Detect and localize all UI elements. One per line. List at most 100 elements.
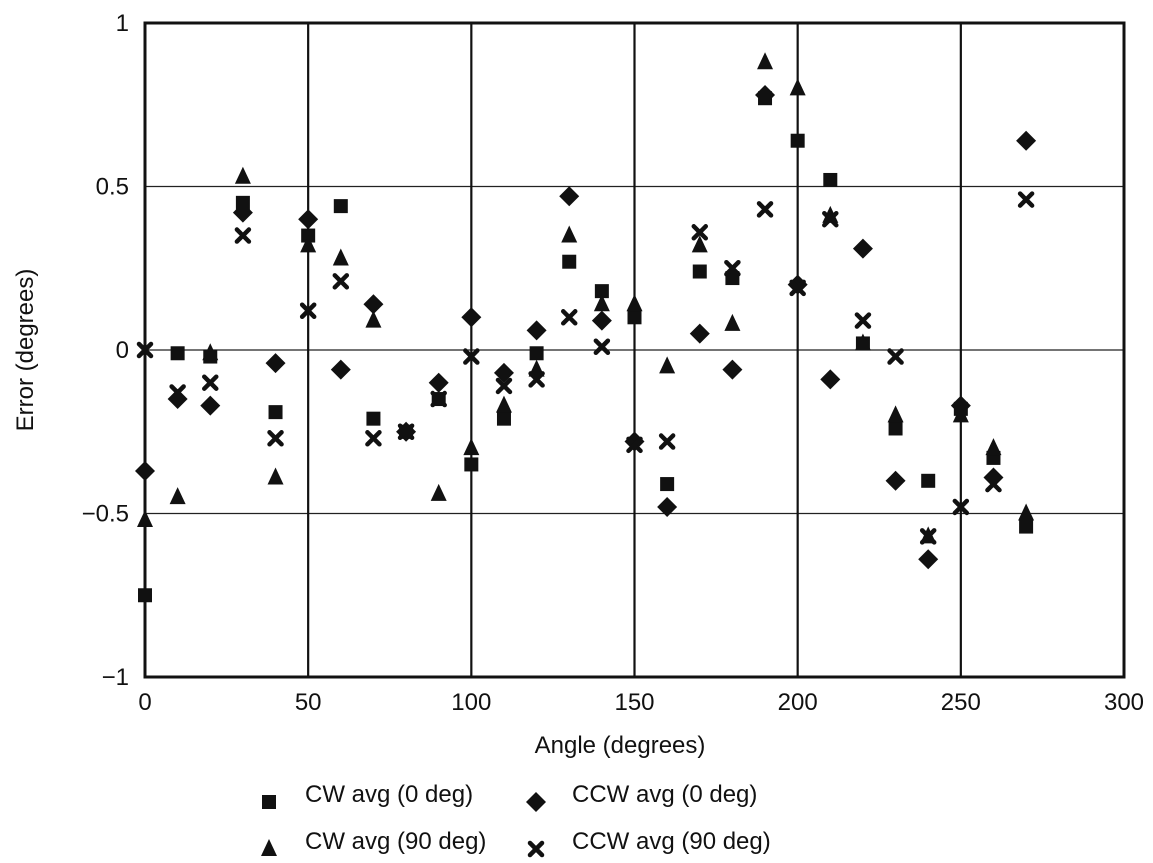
x-tick-label: 150 bbox=[614, 689, 654, 716]
data-point-triangle bbox=[169, 487, 186, 505]
data-point-diamond bbox=[624, 431, 645, 452]
x-tick-label: 100 bbox=[451, 689, 491, 716]
legend-item: CCW avg (0 deg) bbox=[526, 781, 757, 812]
legend-label: CCW avg (0 deg) bbox=[572, 781, 757, 808]
data-point-diamond bbox=[330, 359, 351, 380]
data-point-square bbox=[921, 473, 936, 488]
data-point-x bbox=[985, 475, 1002, 493]
data-point-square bbox=[627, 310, 642, 325]
data-point-x bbox=[202, 374, 219, 391]
y-tick-label: −1 bbox=[102, 664, 129, 691]
legend-marker-triangle bbox=[261, 839, 277, 856]
data-point-diamond bbox=[559, 186, 580, 207]
y-tick-label: 0.5 bbox=[96, 174, 129, 201]
data-point-triangle bbox=[952, 405, 969, 423]
data-point-x bbox=[822, 210, 839, 228]
data-point-x bbox=[397, 423, 415, 440]
data-point-triangle bbox=[724, 313, 741, 331]
data-point-x bbox=[560, 309, 578, 326]
data-point-diamond bbox=[1016, 130, 1037, 151]
data-point-diamond bbox=[689, 323, 710, 344]
data-point-square bbox=[594, 284, 609, 299]
data-point-triangle bbox=[822, 205, 839, 223]
data-point-x bbox=[332, 273, 350, 290]
data-point-triangle bbox=[626, 294, 643, 312]
data-point-triangle bbox=[234, 166, 251, 184]
data-markers bbox=[135, 52, 1037, 603]
data-point-diamond bbox=[428, 372, 449, 393]
data-point-triangle bbox=[1018, 503, 1035, 521]
legend-item: CW avg (90 deg) bbox=[261, 828, 486, 856]
data-point-square bbox=[268, 405, 283, 420]
legend: CW avg (0 deg) CCW avg (0 deg) CW avg (90 … bbox=[261, 781, 771, 858]
data-point-x bbox=[495, 377, 513, 395]
series-triangle bbox=[137, 52, 1035, 544]
legend-label: CW avg (0 deg) bbox=[305, 781, 473, 808]
data-point-triangle bbox=[463, 438, 480, 456]
tick-labels: 0 50 100 150 200 250 300 −1 −0.5 0 0.5 1 bbox=[82, 10, 1144, 716]
data-point-x bbox=[789, 279, 806, 297]
data-point-triangle bbox=[691, 235, 708, 253]
data-point-triangle bbox=[137, 510, 153, 528]
data-point-triangle bbox=[985, 438, 1002, 456]
x-axis-title: Angle (degrees) bbox=[535, 732, 706, 759]
data-point-diamond bbox=[983, 467, 1004, 488]
data-point-x bbox=[691, 224, 709, 241]
data-point-diamond bbox=[265, 353, 286, 374]
data-point-diamond bbox=[657, 496, 678, 517]
data-point-triangle bbox=[495, 395, 512, 413]
data-point-square bbox=[366, 411, 381, 426]
data-point-triangle bbox=[789, 78, 806, 96]
series-square bbox=[138, 91, 1034, 603]
data-point-diamond bbox=[885, 470, 906, 491]
data-point-diamond bbox=[135, 460, 155, 481]
legend-marker-diamond bbox=[526, 792, 546, 812]
data-point-x bbox=[169, 384, 186, 401]
data-point-triangle bbox=[659, 356, 676, 374]
y-axis-title: Error (degrees) bbox=[12, 269, 39, 432]
legend-item: CCW avg (90 deg) bbox=[527, 828, 771, 858]
data-point-triangle bbox=[593, 294, 610, 312]
data-point-triangle bbox=[561, 225, 578, 243]
grid-layer bbox=[145, 23, 1124, 677]
data-point-diamond bbox=[918, 549, 939, 570]
legend-item: CW avg (0 deg) bbox=[262, 781, 473, 809]
legend-label: CW avg (90 deg) bbox=[305, 828, 486, 855]
data-point-square bbox=[692, 264, 707, 279]
data-point-x bbox=[136, 341, 154, 359]
data-point-x bbox=[626, 436, 643, 454]
data-point-diamond bbox=[820, 369, 841, 390]
x-tick-label: 0 bbox=[138, 689, 151, 716]
data-point-triangle bbox=[757, 52, 774, 70]
data-point-x bbox=[593, 338, 611, 355]
data-point-square bbox=[464, 457, 479, 472]
data-point-x bbox=[854, 312, 872, 329]
data-point-triangle bbox=[365, 310, 382, 328]
data-point-square bbox=[496, 411, 511, 426]
data-point-square bbox=[138, 588, 152, 603]
data-point-diamond bbox=[232, 202, 253, 223]
data-point-x bbox=[463, 348, 480, 365]
data-point-x bbox=[1017, 191, 1035, 208]
data-point-x bbox=[756, 201, 774, 218]
data-point-square bbox=[1019, 519, 1034, 534]
y-tick-label: 0 bbox=[116, 337, 129, 364]
data-point-x bbox=[724, 260, 741, 277]
data-point-x bbox=[430, 390, 447, 408]
data-point-triangle bbox=[267, 467, 284, 485]
data-point-diamond bbox=[755, 84, 776, 105]
x-tick-label: 300 bbox=[1104, 689, 1144, 716]
data-point-square bbox=[333, 199, 348, 214]
y-tick-label: −0.5 bbox=[82, 501, 129, 528]
data-point-diamond bbox=[526, 320, 547, 341]
data-point-triangle bbox=[300, 235, 317, 253]
data-point-square bbox=[660, 477, 675, 492]
data-point-diamond bbox=[591, 310, 612, 331]
data-point-square bbox=[562, 254, 577, 269]
x-tick-label: 50 bbox=[295, 689, 322, 716]
data-point-triangle bbox=[887, 405, 904, 423]
x-tick-label: 200 bbox=[778, 689, 818, 716]
data-point-x bbox=[234, 227, 252, 244]
legend-label: CCW avg (90 deg) bbox=[572, 828, 771, 855]
